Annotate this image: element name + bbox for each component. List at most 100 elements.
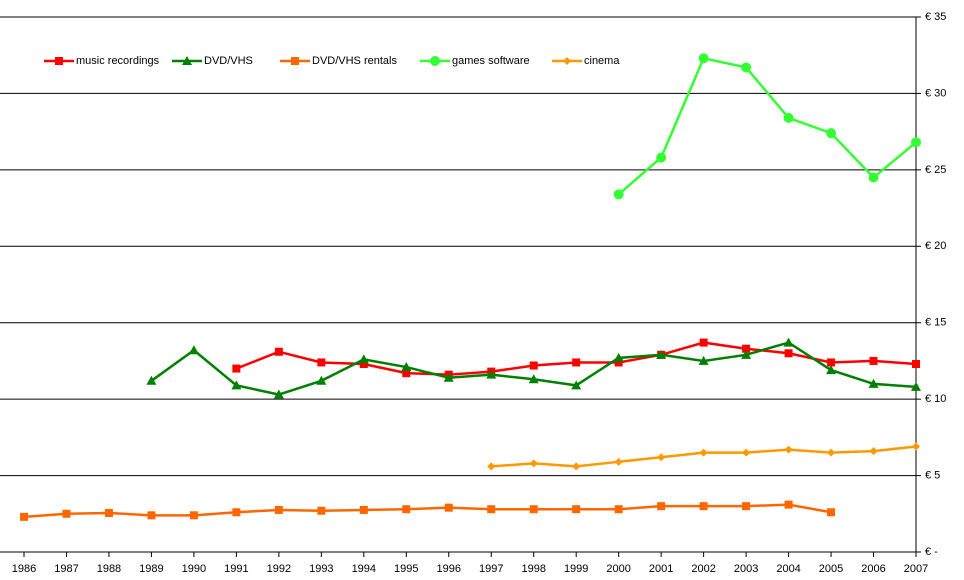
data-point (402, 369, 411, 378)
legend-marker (55, 57, 63, 65)
data-point (827, 508, 836, 517)
y-tick-label: € 35 (925, 11, 946, 23)
data-point (742, 344, 751, 353)
data-point (358, 354, 369, 364)
legend: music recordings DVD/VHS DVD/VHS rentals ga… (44, 55, 620, 67)
data-point (911, 137, 921, 148)
data-point (869, 356, 878, 365)
data-point (657, 502, 666, 511)
data-point (698, 53, 709, 64)
y-tick-label: € - (925, 546, 938, 558)
legend-marker (182, 56, 192, 65)
y-tick-label: € 25 (925, 164, 946, 176)
data-point (316, 375, 327, 385)
data-point (189, 511, 198, 520)
data-point (868, 172, 879, 183)
data-point (147, 511, 156, 520)
x-tick-label: 1991 (224, 563, 248, 575)
data-point (827, 448, 836, 457)
data-point (827, 358, 836, 367)
data-point (742, 448, 751, 457)
data-point (443, 372, 454, 382)
data-point (614, 505, 623, 514)
data-point (359, 359, 368, 368)
x-tick-label: 1988 (97, 563, 121, 575)
data-point (188, 345, 199, 355)
data-point (613, 189, 624, 200)
data-point (783, 337, 794, 347)
data-point (274, 505, 283, 514)
legend-marker (430, 56, 440, 66)
legend-label: games software (452, 55, 530, 67)
x-tick-label: 1997 (479, 563, 503, 575)
legend-marker (291, 57, 299, 65)
data-point (528, 374, 539, 384)
data-point (699, 502, 708, 511)
data-point (784, 349, 793, 358)
data-point (911, 381, 921, 391)
x-tick-label: 2005 (819, 563, 843, 575)
legend-label: cinema (584, 55, 620, 67)
y-tick-label: € 20 (925, 240, 946, 252)
data-point (912, 442, 920, 451)
x-tick-label: 2006 (861, 563, 885, 575)
data-point (487, 462, 496, 471)
data-point (657, 453, 666, 462)
data-point (317, 358, 326, 367)
x-tick-label: 1993 (309, 563, 333, 575)
data-point (273, 389, 284, 399)
x-tick-label: 2000 (606, 563, 630, 575)
data-point (62, 509, 71, 518)
y-tick-label: € 5 (925, 469, 940, 481)
data-point (656, 349, 667, 359)
data-point (869, 447, 878, 456)
x-tick-label: 1995 (394, 563, 418, 575)
data-point (826, 365, 837, 375)
data-point (656, 152, 667, 163)
data-point (783, 112, 794, 123)
y-tick-label: € 10 (925, 393, 946, 405)
data-point (529, 459, 538, 468)
legend-label: DVD/VHS (204, 55, 253, 67)
x-tick-label: 1992 (267, 563, 291, 575)
data-point (274, 347, 283, 356)
y-tick-label: € 30 (925, 87, 946, 99)
data-point (912, 359, 920, 368)
data-point (572, 505, 581, 514)
x-tick-label: 1996 (437, 563, 461, 575)
x-tick-label: 1998 (521, 563, 545, 575)
series-line (23, 503, 832, 519)
data-point (826, 128, 837, 139)
x-tick-label: 2001 (649, 563, 673, 575)
data-point (614, 358, 623, 367)
x-tick-label: 1999 (564, 563, 588, 575)
data-point (104, 509, 113, 518)
data-point (402, 505, 411, 514)
data-point (529, 361, 538, 370)
x-tick-label: 1989 (139, 563, 163, 575)
data-point (698, 355, 709, 365)
x-tick-label: 1987 (54, 563, 78, 575)
x-tick-label: 2007 (904, 563, 928, 575)
data-point (741, 349, 752, 359)
data-point (784, 500, 793, 509)
data-point (699, 448, 708, 457)
data-point (317, 506, 326, 515)
data-point (146, 375, 157, 385)
data-point (572, 358, 581, 367)
x-tick-label: 2002 (691, 563, 715, 575)
data-point (784, 445, 793, 454)
legend-marker (563, 57, 571, 65)
legend-label: DVD/VHS rentals (312, 55, 397, 67)
x-tick-label: 1986 (12, 563, 36, 575)
legend-label: music recordings (76, 55, 160, 67)
data-point (232, 508, 241, 517)
data-point (487, 505, 496, 514)
data-point (529, 505, 538, 514)
data-point (741, 62, 752, 73)
data-point (232, 364, 241, 373)
x-tick-label: 2004 (776, 563, 800, 575)
data-point (20, 512, 28, 521)
data-point (444, 503, 453, 512)
